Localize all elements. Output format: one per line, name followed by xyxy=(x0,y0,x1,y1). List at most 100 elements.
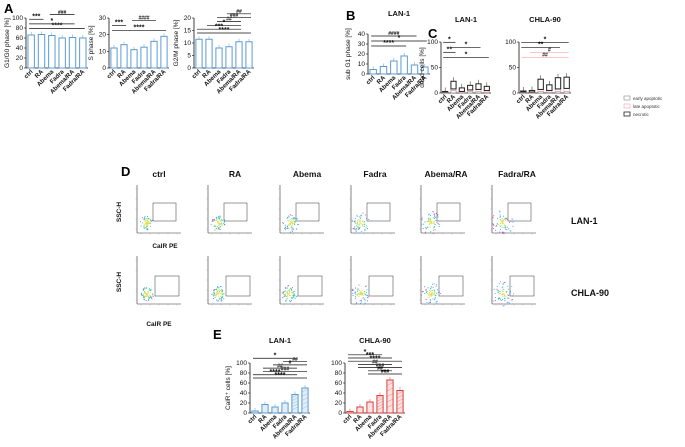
facs-dot xyxy=(283,290,285,292)
facs-dot xyxy=(493,215,495,217)
facs-dot xyxy=(218,289,220,291)
facs-dot xyxy=(289,218,291,221)
facs-dot xyxy=(292,295,294,297)
bar-hatch xyxy=(301,401,309,405)
bar xyxy=(366,401,374,414)
facs-dot xyxy=(495,225,497,227)
bar-hatch xyxy=(396,394,404,399)
facs-gate xyxy=(152,202,177,222)
facs-dot xyxy=(147,218,149,220)
chart-title: CHLA-90 xyxy=(529,15,561,24)
facs-dot xyxy=(440,292,442,294)
facs-dot xyxy=(506,218,508,220)
facs-plot-1-4 xyxy=(419,256,465,306)
facs-dot xyxy=(143,294,145,296)
facs-dot xyxy=(433,213,435,215)
facs-dot xyxy=(287,294,289,296)
facs-dot xyxy=(297,223,300,225)
facs-dot xyxy=(425,290,427,292)
facs-dot xyxy=(291,222,294,224)
facs-dot xyxy=(296,218,298,220)
facs-dot xyxy=(216,220,218,222)
facs-dot xyxy=(368,289,370,291)
facs-dot xyxy=(290,297,292,299)
significance-label: * xyxy=(465,52,468,59)
facs-dot xyxy=(434,229,436,231)
facs-dot xyxy=(146,291,149,293)
facs-dot xyxy=(147,224,149,226)
facs-dot xyxy=(214,225,216,227)
facs-dot xyxy=(146,225,149,228)
facs-dot xyxy=(356,302,358,304)
y-tick-label: 100 xyxy=(12,15,23,22)
panel-label-b: B xyxy=(346,8,355,23)
facs-dot xyxy=(288,216,290,218)
facs-dot xyxy=(357,220,359,222)
facs-dot xyxy=(284,229,287,231)
facs-dot xyxy=(216,294,218,296)
facs-dot xyxy=(501,218,503,220)
facs-dot xyxy=(220,226,222,228)
bar-necrotic xyxy=(475,83,482,90)
y-axis-label: G2/M phase [%] xyxy=(173,20,180,67)
facs-dot xyxy=(288,300,291,302)
facs-gate xyxy=(366,202,391,222)
facs-dot xyxy=(148,221,150,223)
facs-dot xyxy=(436,221,438,223)
bar-hatch xyxy=(291,400,299,404)
facs-dot xyxy=(504,228,507,230)
facs-dot xyxy=(494,296,497,299)
facs-dot xyxy=(354,295,356,297)
bar-necrotic xyxy=(563,76,570,89)
category-label: RA xyxy=(352,413,364,425)
facs-dot xyxy=(282,297,284,299)
facs-dot xyxy=(145,295,147,297)
facs-ylabel-row2: SSC-H xyxy=(116,272,123,293)
facs-dot xyxy=(502,305,504,307)
facs-dot xyxy=(364,299,366,301)
facs-dot xyxy=(493,224,495,226)
facs-dot xyxy=(501,226,503,228)
facs-dot xyxy=(284,227,287,229)
category-label: ctrl xyxy=(342,413,354,425)
facs-dot xyxy=(282,222,284,224)
facs-dot xyxy=(496,223,498,225)
facs-dot xyxy=(291,223,294,225)
facs-dot xyxy=(362,297,364,299)
facs-dot xyxy=(215,219,217,221)
facs-dot xyxy=(506,226,508,228)
facs-dot xyxy=(356,222,358,225)
facs-dot xyxy=(220,223,222,225)
significance-label: **** xyxy=(383,40,394,47)
facs-dot xyxy=(285,296,288,298)
facs-dot xyxy=(358,295,360,298)
facs-dot xyxy=(432,229,434,231)
facs-dot xyxy=(291,287,294,289)
facs-dot xyxy=(433,283,435,285)
chart-title: LAN-1 xyxy=(388,9,410,18)
facs-dot xyxy=(360,218,362,220)
significance-label: ## xyxy=(236,9,242,15)
facs-plot-1-2 xyxy=(278,256,324,306)
facs-dot xyxy=(152,295,154,297)
significance-label: # xyxy=(548,48,551,54)
facs-dot xyxy=(290,226,292,228)
facs-dot xyxy=(499,292,501,295)
facs-dot xyxy=(428,296,430,298)
facs-dot xyxy=(217,221,219,223)
facs-dot xyxy=(146,228,148,230)
bar-hatch xyxy=(301,397,309,401)
legend-c: early apoptotic late apoptotic necrotic xyxy=(623,95,663,117)
facs-dot xyxy=(219,289,221,291)
facs-dot xyxy=(144,291,146,293)
facs-dot xyxy=(501,231,504,233)
facs-dot xyxy=(296,228,298,230)
facs-dot xyxy=(438,223,440,226)
facs-dot xyxy=(354,218,357,220)
facs-dot xyxy=(223,223,225,225)
bar xyxy=(195,38,203,69)
facs-dot xyxy=(145,226,147,228)
facs-dot xyxy=(510,290,512,292)
facs-dot xyxy=(292,217,294,219)
facs-dot xyxy=(147,291,149,293)
